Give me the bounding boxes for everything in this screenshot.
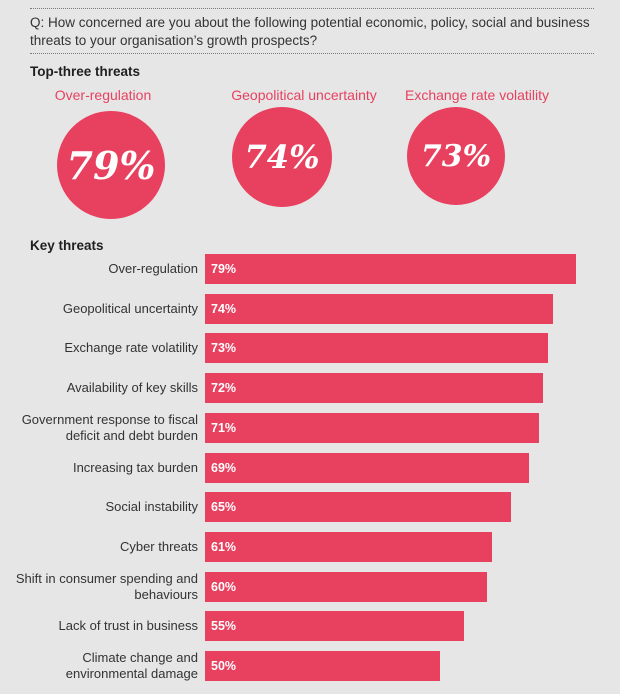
top-three-heading: Top-three threats bbox=[30, 64, 141, 79]
bar bbox=[205, 571, 487, 602]
top-threat-label-2: Geopolitical uncertainty bbox=[231, 87, 377, 103]
bar-label: Social instability bbox=[105, 499, 199, 515]
bar-label: Government response to fiscal deficit an… bbox=[21, 411, 198, 443]
bar bbox=[205, 651, 440, 681]
question-text: Q: How concerned are you about the follo… bbox=[30, 15, 590, 48]
top-threat-label-3: Exchange rate volatility bbox=[405, 87, 549, 103]
bar bbox=[205, 293, 553, 324]
question-rule bbox=[30, 53, 594, 54]
bar-value-label: 69% bbox=[211, 460, 237, 475]
bar bbox=[205, 611, 464, 642]
bar-value-label: 60% bbox=[211, 579, 237, 594]
top-threat-circle-2: 74% bbox=[232, 107, 332, 207]
bar-value-label: 71% bbox=[211, 420, 237, 435]
bar bbox=[205, 452, 530, 483]
bar-label: Geopolitical uncertainty bbox=[62, 300, 198, 316]
bar-label: Climate change and environmental damage bbox=[65, 650, 198, 681]
bar bbox=[205, 412, 539, 443]
bar-value-label: 65% bbox=[211, 500, 237, 515]
bar-value-label: 73% bbox=[211, 341, 237, 356]
bar bbox=[205, 333, 549, 364]
bar-label: Shift in consumer spending and behaviour… bbox=[15, 570, 198, 602]
bar-value-label: 55% bbox=[211, 619, 237, 634]
bar bbox=[205, 254, 577, 284]
bar bbox=[205, 531, 492, 562]
top-threat-circle-1: 79% bbox=[57, 111, 165, 219]
bar-value-label: 79% bbox=[211, 262, 237, 276]
bar-label: Lack of trust in business bbox=[58, 618, 198, 634]
bar-value-label: 50% bbox=[211, 659, 237, 673]
top-threat-label-1: Over-regulation bbox=[54, 87, 152, 103]
key-threats-heading: Key threats bbox=[30, 238, 104, 253]
bar-label: Exchange rate volatility bbox=[64, 340, 198, 356]
bar bbox=[205, 373, 544, 404]
bar-label: Cyber threats bbox=[119, 538, 198, 554]
bar-label: Availability of key skills bbox=[66, 380, 198, 396]
bar-value-label: 74% bbox=[211, 301, 237, 316]
bar-value-label: 72% bbox=[211, 381, 237, 396]
top-threat-circle-3: 73% bbox=[407, 107, 505, 205]
bar-value-label: 61% bbox=[211, 539, 237, 554]
bar-label: Increasing tax burden bbox=[72, 459, 198, 475]
bar bbox=[205, 492, 511, 523]
top-rule bbox=[30, 8, 594, 9]
bar-label: Over-regulation bbox=[108, 261, 198, 276]
